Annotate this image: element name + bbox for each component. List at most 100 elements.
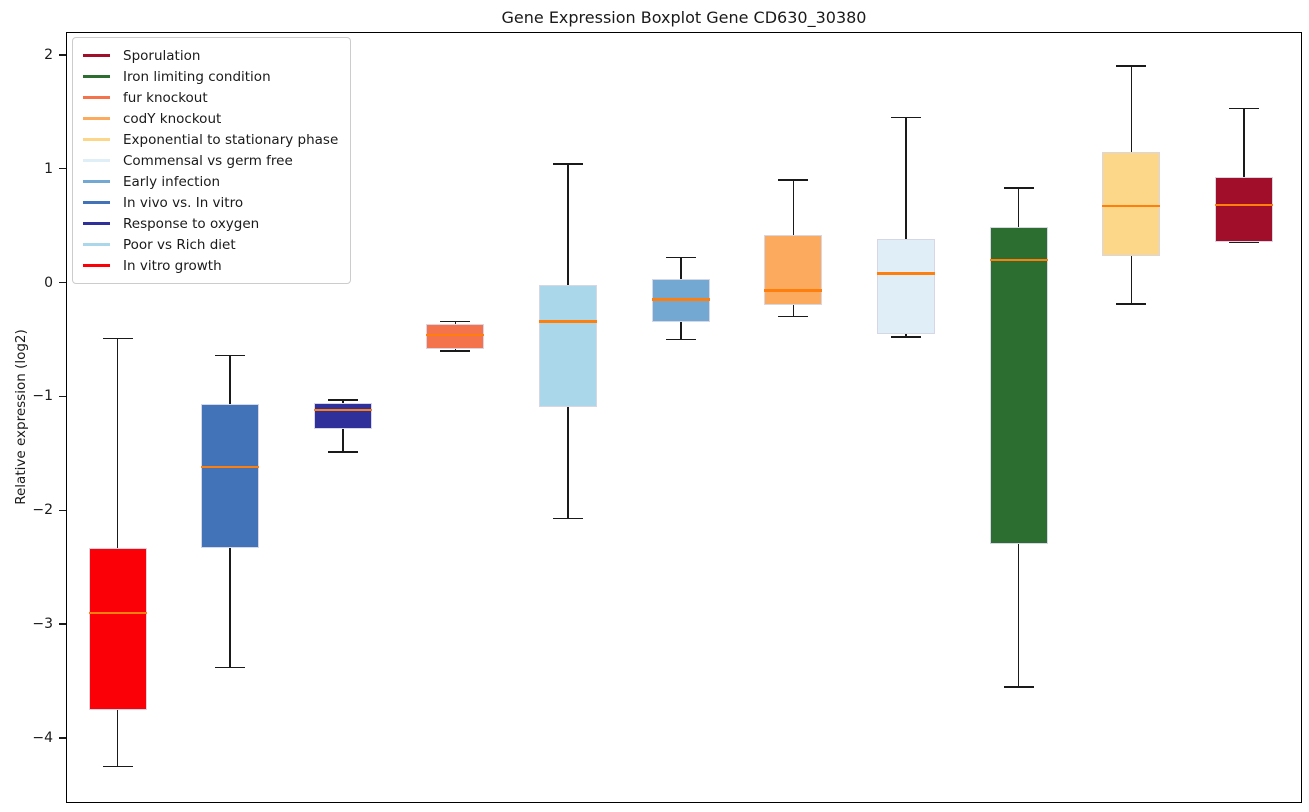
legend-label: Early infection [123, 173, 221, 190]
whisker-upper-line [680, 257, 682, 280]
median-line [1102, 204, 1161, 208]
y-axis-label: Relative expression (log2) [13, 329, 29, 505]
y-tick-mark [59, 395, 66, 398]
median-line [201, 465, 260, 469]
whisker-lower-line [116, 709, 119, 767]
median-line [764, 289, 823, 292]
legend-item: codY knockout [83, 108, 338, 129]
whisker-upper-line [116, 338, 119, 548]
whisker-lower-line [567, 406, 569, 519]
y-tick-mark [59, 509, 66, 512]
whisker-upper-line [792, 180, 795, 235]
median-line [88, 611, 147, 615]
whisker-upper-cap [665, 256, 696, 259]
legend-line-swatch [83, 222, 110, 225]
whisker-upper-line [342, 399, 344, 404]
box [539, 284, 598, 407]
whisker-upper-line [567, 164, 569, 285]
legend-line-swatch [83, 75, 110, 78]
legend-label: In vivo vs. In vitro [123, 194, 244, 211]
legend-item: Exponential to stationary phase [83, 129, 338, 150]
whisker-lower-cap [1003, 686, 1034, 688]
y-tick-mark [59, 54, 66, 56]
whisker-lower-cap [553, 517, 584, 520]
whisker-upper-cap [553, 163, 584, 165]
legend-item: Poor vs Rich diet [83, 234, 338, 255]
legend-label: codY knockout [123, 110, 222, 127]
legend-line-swatch [83, 96, 110, 99]
legend-item: In vivo vs. In vitro [83, 192, 338, 213]
box [764, 234, 823, 306]
legend-line-swatch [83, 159, 110, 162]
whisker-upper-cap [1116, 65, 1147, 67]
whisker-upper-line [1130, 66, 1133, 152]
median-line [989, 258, 1048, 262]
whisker-lower-cap [215, 666, 246, 669]
legend-label: Commensal vs germ free [123, 152, 293, 169]
legend-item: Sporulation [83, 45, 338, 66]
whisker-lower-cap [891, 336, 922, 338]
legend-item: Iron limiting condition [83, 66, 338, 87]
legend-line-swatch [83, 180, 110, 183]
whisker-lower-line [342, 429, 344, 453]
chart-title: Gene Expression Boxplot Gene CD630_30380 [501, 8, 867, 27]
whisker-lower-cap [327, 451, 358, 453]
median-line [539, 320, 598, 323]
legend-label: Poor vs Rich diet [123, 236, 236, 253]
box [88, 547, 147, 710]
legend-label: Iron limiting condition [123, 68, 271, 85]
box [201, 404, 260, 548]
legend-label: Exponential to stationary phase [123, 131, 339, 148]
median-line [1215, 203, 1273, 207]
whisker-lower-cap [665, 338, 696, 341]
box [313, 403, 372, 430]
legend-item: Early infection [83, 171, 338, 192]
legend-line-swatch [83, 201, 110, 204]
whisker-lower-line [792, 305, 795, 317]
legend-item: Response to oxygen [83, 213, 338, 234]
whisker-upper-cap [327, 399, 358, 401]
whisker-lower-cap [102, 765, 133, 768]
y-tick-label: −4 [32, 730, 53, 747]
y-tick-mark [59, 737, 66, 739]
whisker-upper-cap [102, 337, 133, 340]
whisker-upper-cap [1229, 107, 1259, 110]
whisker-upper-line [905, 117, 907, 240]
y-tick-label: 1 [44, 160, 53, 177]
whisker-lower-cap [1229, 241, 1259, 244]
whisker-lower-line [454, 348, 457, 351]
legend-line-swatch [83, 243, 110, 246]
whisker-upper-line [229, 355, 231, 405]
y-tick-label: 2 [44, 46, 53, 63]
whisker-upper-cap [891, 116, 922, 119]
legend-item: Commensal vs germ free [83, 150, 338, 171]
median-line [651, 298, 710, 301]
y-tick-label: −2 [32, 502, 53, 519]
y-tick-label: 0 [44, 274, 53, 291]
legend-line-swatch [83, 117, 110, 120]
median-line [313, 408, 372, 412]
y-tick-label: −3 [32, 616, 53, 633]
legend-label: Sporulation [123, 47, 201, 64]
whisker-lower-cap [440, 350, 471, 352]
legend-line-swatch [83, 138, 110, 141]
whisker-lower-line [229, 547, 231, 668]
legend: Sporulation Iron limiting condition fur kn… [72, 37, 352, 284]
whisker-upper-cap [215, 354, 246, 357]
legend-line-swatch [83, 54, 110, 57]
whisker-upper-cap [1003, 187, 1034, 189]
whisker-lower-cap [778, 315, 809, 318]
y-tick-label: −1 [32, 388, 53, 405]
median-line [877, 272, 936, 275]
median-line [426, 333, 485, 337]
whisker-lower-line [1130, 256, 1133, 305]
legend-label: In vitro growth [123, 257, 222, 274]
legend-label: Response to oxygen [123, 215, 260, 232]
box [1102, 151, 1161, 257]
legend-item: fur knockout [83, 87, 338, 108]
whisker-upper-line [1243, 108, 1245, 177]
whisker-upper-cap [440, 320, 471, 323]
whisker-upper-line [1017, 188, 1020, 227]
y-tick-mark [59, 623, 66, 625]
